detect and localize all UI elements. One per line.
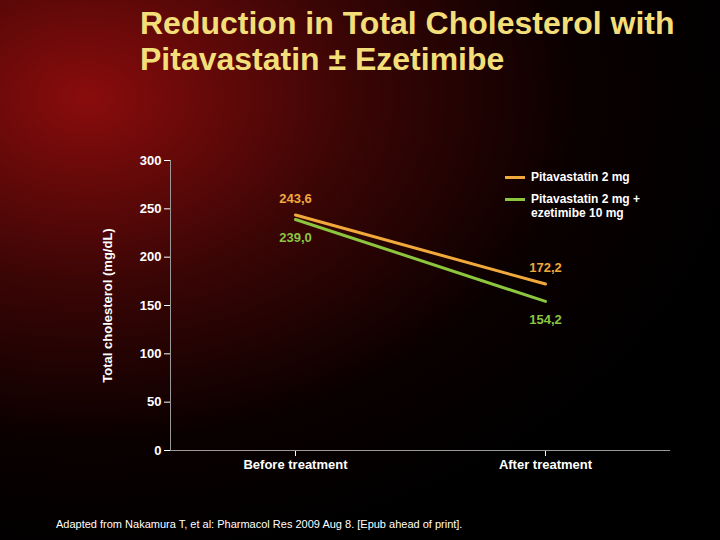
svg-text:Before treatment: Before treatment — [243, 457, 348, 472]
svg-text:239,0: 239,0 — [279, 230, 312, 245]
svg-text:150: 150 — [140, 298, 162, 313]
html-text:Pitavastatin 2 mg + ezetimibe: Pitavastatin 2 mg + ezetimibe 10 mg — [531, 192, 640, 220]
svg-text:300: 300 — [140, 153, 162, 168]
html-text:Pitavastatin 2 mg: Pitavastatin 2 mg — [531, 170, 630, 184]
svg-text:154,2: 154,2 — [529, 312, 562, 327]
svg-text:100: 100 — [140, 346, 162, 361]
svg-text:Total cholesterol (mg/dL): Total cholesterol (mg/dL) — [100, 228, 115, 382]
svg-text:243,6: 243,6 — [279, 191, 312, 206]
svg-text:200: 200 — [140, 249, 162, 264]
html-text:Reduction in Total Cholesterol: Reduction in Total Cholesterol with Pita… — [140, 5, 675, 77]
html-text:Adapted from Nakamura T, et al: Adapted from Nakamura T, et al: Pharmaco… — [56, 518, 463, 530]
svg-text:250: 250 — [140, 201, 162, 216]
svg-text:50: 50 — [147, 394, 161, 409]
svg-text:172,2: 172,2 — [529, 260, 562, 275]
svg-text:0: 0 — [154, 443, 161, 458]
svg-text:After treatment: After treatment — [499, 457, 593, 472]
